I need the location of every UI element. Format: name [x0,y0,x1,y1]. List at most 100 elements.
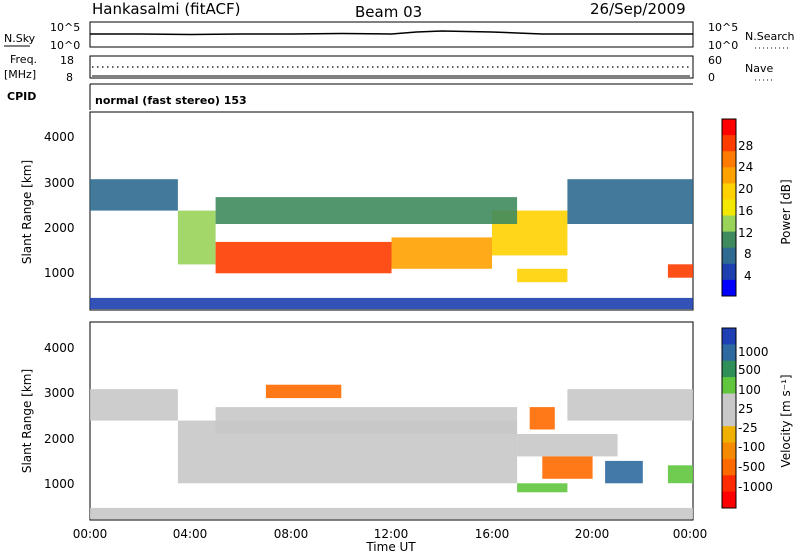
freq-frame [89,55,694,79]
freq-label: Freq. [10,53,37,66]
velocity-cbar-block-8 [722,458,736,476]
noise-tick-bottom-left: 10^0 [50,39,80,52]
power-cbar-tick-20: 20 [738,182,753,196]
vel-cbar-tick-neg1000: -1000 [738,480,773,494]
beam-title: Beam 03 [355,3,422,21]
power-colorbar-frame [721,118,737,297]
power-ytick-3000: 3000 [44,176,75,190]
power-heatmap [90,179,693,310]
power-region-3 [391,237,492,269]
power-cbar-block-8 [722,247,736,265]
nave-label: Nave [745,62,773,75]
power-cbar-block-6 [722,215,736,232]
power-cbar-tick-4: 4 [744,269,752,283]
vel-cbar-tick-neg500: -500 [738,460,765,474]
power-panel: 4000 3000 2000 1000 Slant Range [km] [20,111,694,311]
velocity-panel: 4000 3000 2000 1000 Slant Range [km] [20,321,694,521]
velocity-ytick-3000: 3000 [44,386,75,400]
power-ytick-1000: 1000 [44,266,75,280]
power-cbar-block-1 [722,135,736,152]
nsky-label: N.Sky [4,32,36,45]
velocity-cbar-block-5 [722,409,736,427]
xtick-2000: 20:00 [575,527,610,541]
power-region-8 [667,264,693,278]
xtick-0000: 00:00 [73,527,108,541]
velocity-region-4 [567,389,693,421]
power-region-7 [567,179,693,224]
velocity-region-11 [90,507,693,520]
velocity-region-6 [542,456,593,479]
power-cbar-block-2 [722,151,736,168]
power-region-1 [177,210,216,265]
velocity-region-10 [265,384,342,399]
power-cbar-block-9 [722,263,736,281]
noise-tick-top-right: 10^5 [708,21,738,34]
station-title: Hankasalmi (fitACF) [92,0,240,18]
velocity-cbar-label: Velocity [m s⁻¹] [779,374,793,467]
velocity-cbar-block-4 [722,393,736,411]
vel-cbar-tick-500: 500 [738,363,761,377]
xtick-1600: 16:00 [475,527,510,541]
power-cbar-tick-24: 24 [738,160,753,174]
freq-panel: Freq. [MHz] 18 8 60 0 Nave [4,53,773,84]
xtick-1200: 12:00 [374,527,409,541]
velocity-cbar-block-2 [722,360,736,378]
power-cbar-block-3 [722,167,736,184]
vel-cbar-tick-100: 100 [738,383,761,397]
power-cbar-block-0 [722,119,736,136]
power-region-2 [215,241,392,274]
nave-tick-bottom: 0 [708,71,715,84]
power-cbar-block-10 [722,279,736,297]
vel-cbar-tick-1000: 1000 [738,345,769,359]
freq-unit: [MHz] [4,68,36,81]
cpid-label: CPID [7,90,36,103]
velocity-region-7 [517,483,568,493]
noise-tick-bottom-right: 10^0 [708,39,738,52]
xlabel: Time UT [365,540,416,554]
velocity-region-8 [605,460,643,484]
velocity-region-3 [517,434,618,457]
date-title: 26/Sep/2009 [590,0,686,18]
nave-tick-top: 60 [708,54,722,67]
vel-cbar-tick-neg25: -25 [738,421,758,435]
velocity-colorbar-frame [721,327,737,509]
velocity-colorbar-blocks [722,328,736,509]
vel-cbar-tick-25: 25 [738,402,753,416]
vel-cbar-tick-neg100: -100 [738,440,765,454]
velocity-cbar-block-0 [722,328,736,345]
velocity-ylabel: Slant Range [km] [20,369,34,473]
velocity-ytick-4000: 4000 [44,341,75,355]
power-cbar-block-4 [722,183,736,200]
power-region-6 [517,268,568,283]
noise-tick-top-left: 10^5 [50,21,80,34]
power-colorbar: 28 24 20 16 12 8 4 Power [dB] [721,118,793,297]
power-region-0 [90,179,178,211]
velocity-cbar-block-10 [722,491,736,509]
cpid-panel: CPID normal (fast stereo) 153 [7,83,693,110]
power-ytick-4000: 4000 [44,130,75,144]
freq-tick-top: 18 [60,54,74,67]
velocity-heatmap [90,384,693,520]
nsky-series-line [90,30,693,36]
x-axis: 00:00 04:00 08:00 12:00 16:00 20:00 00:0… [73,527,708,554]
velocity-cbar-block-7 [722,442,736,460]
velocity-cbar-block-9 [722,475,736,493]
cpid-text: normal (fast stereo) 153 [95,94,247,107]
velocity-cbar-block-3 [722,377,736,394]
xtick-0400: 04:00 [173,527,208,541]
velocity-ytick-1000: 1000 [44,477,75,491]
velocity-region-0 [90,389,178,421]
power-cbar-tick-8: 8 [744,247,752,261]
velocity-region-5 [529,407,555,430]
power-ytick-2000: 2000 [44,221,75,235]
power-cbar-tick-12: 12 [738,226,753,240]
power-region-9 [90,297,693,310]
velocity-ytick-2000: 2000 [44,432,75,446]
xtick-2400: 00:00 [673,527,708,541]
xtick-0800: 08:00 [274,527,309,541]
velocity-region-2 [215,407,518,434]
power-cbar-block-5 [722,199,736,216]
nsearch-label: N.Search [745,30,795,43]
